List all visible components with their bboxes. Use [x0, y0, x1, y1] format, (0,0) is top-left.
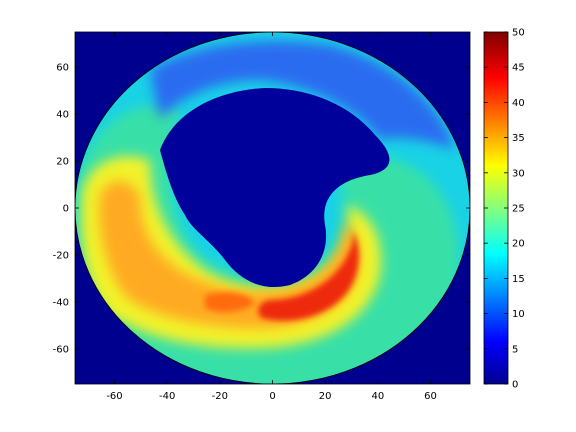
colorbar-tick-label: 15	[512, 274, 525, 285]
colorbar-tick-label: 30	[512, 168, 525, 179]
colorbar-tick-label: 45	[512, 63, 525, 74]
x-axis-ticks: -60 -40 -20 0 20 40 60	[106, 32, 437, 402]
x-tick-label: 40	[371, 391, 384, 402]
colorbar-tick-label: 5	[512, 344, 518, 355]
field-ridge-red-west	[205, 292, 255, 312]
y-tick-label: -20	[53, 250, 69, 261]
y-tick-label: 20	[56, 157, 69, 168]
colorbar-tick-label: 40	[512, 98, 525, 109]
field-central-low	[160, 88, 390, 288]
y-tick-label: 0	[63, 204, 69, 215]
colorbar-tick-label: 50	[512, 28, 525, 39]
colorbar-ticks: 0 5 10 15 20 25 30 35 40 45 50	[484, 28, 525, 391]
colorbar-tick-label: 10	[512, 309, 525, 320]
y-tick-label: -40	[53, 297, 69, 308]
x-tick-label: -20	[212, 391, 228, 402]
data-field	[75, 32, 470, 384]
x-tick-label: -60	[106, 391, 122, 402]
x-tick-label: 0	[269, 391, 275, 402]
colorbar-tick-label: 20	[512, 239, 525, 250]
y-tick-label: 60	[56, 63, 69, 74]
x-tick-label: 60	[424, 391, 437, 402]
x-tick-label: -40	[159, 391, 175, 402]
y-axis-ticks: 60 40 20 0 -20 -40 -60	[53, 63, 470, 355]
field-peak-red	[258, 230, 359, 321]
field-ridge-orange	[99, 181, 360, 329]
y-tick-label: -60	[53, 344, 69, 355]
colorbar-tick-label: 0	[512, 380, 518, 391]
colorbar-tick-label: 35	[512, 133, 525, 144]
field-north-low	[150, 41, 455, 150]
x-tick-label: 20	[319, 391, 332, 402]
colorbar-tick-label: 25	[512, 204, 525, 215]
y-tick-label: 40	[56, 110, 69, 121]
